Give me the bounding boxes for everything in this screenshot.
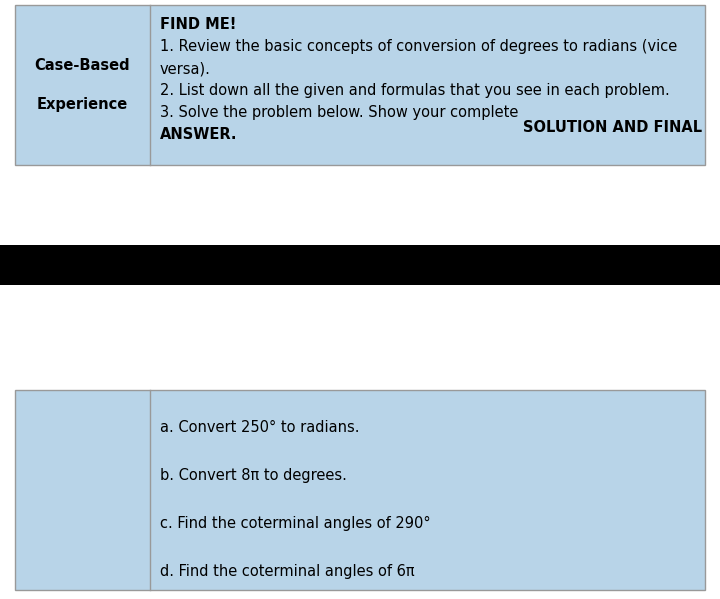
Text: Experience: Experience xyxy=(37,96,128,111)
Text: 1. Review the basic concepts of conversion of degrees to radians (vice: 1. Review the basic concepts of conversi… xyxy=(160,39,678,54)
Text: FIND ME!: FIND ME! xyxy=(160,17,236,32)
Text: ANSWER.: ANSWER. xyxy=(160,127,238,142)
Text: 2. List down all the given and formulas that you see in each problem.: 2. List down all the given and formulas … xyxy=(160,83,670,98)
Text: a. Convert 250° to radians.: a. Convert 250° to radians. xyxy=(160,420,359,435)
Text: d. Find the coterminal angles of 6π: d. Find the coterminal angles of 6π xyxy=(160,564,415,579)
FancyBboxPatch shape xyxy=(15,5,705,165)
Text: versa).: versa). xyxy=(160,61,211,76)
Text: SOLUTION AND FINAL: SOLUTION AND FINAL xyxy=(523,120,702,135)
Text: c. Find the coterminal angles of 290°: c. Find the coterminal angles of 290° xyxy=(160,516,431,531)
FancyBboxPatch shape xyxy=(0,245,720,285)
Text: Case-Based: Case-Based xyxy=(35,58,130,73)
FancyBboxPatch shape xyxy=(15,390,705,590)
Text: 3. Solve the problem below. Show your complete: 3. Solve the problem below. Show your co… xyxy=(160,105,523,120)
Text: b. Convert 8π to degrees.: b. Convert 8π to degrees. xyxy=(160,468,347,483)
